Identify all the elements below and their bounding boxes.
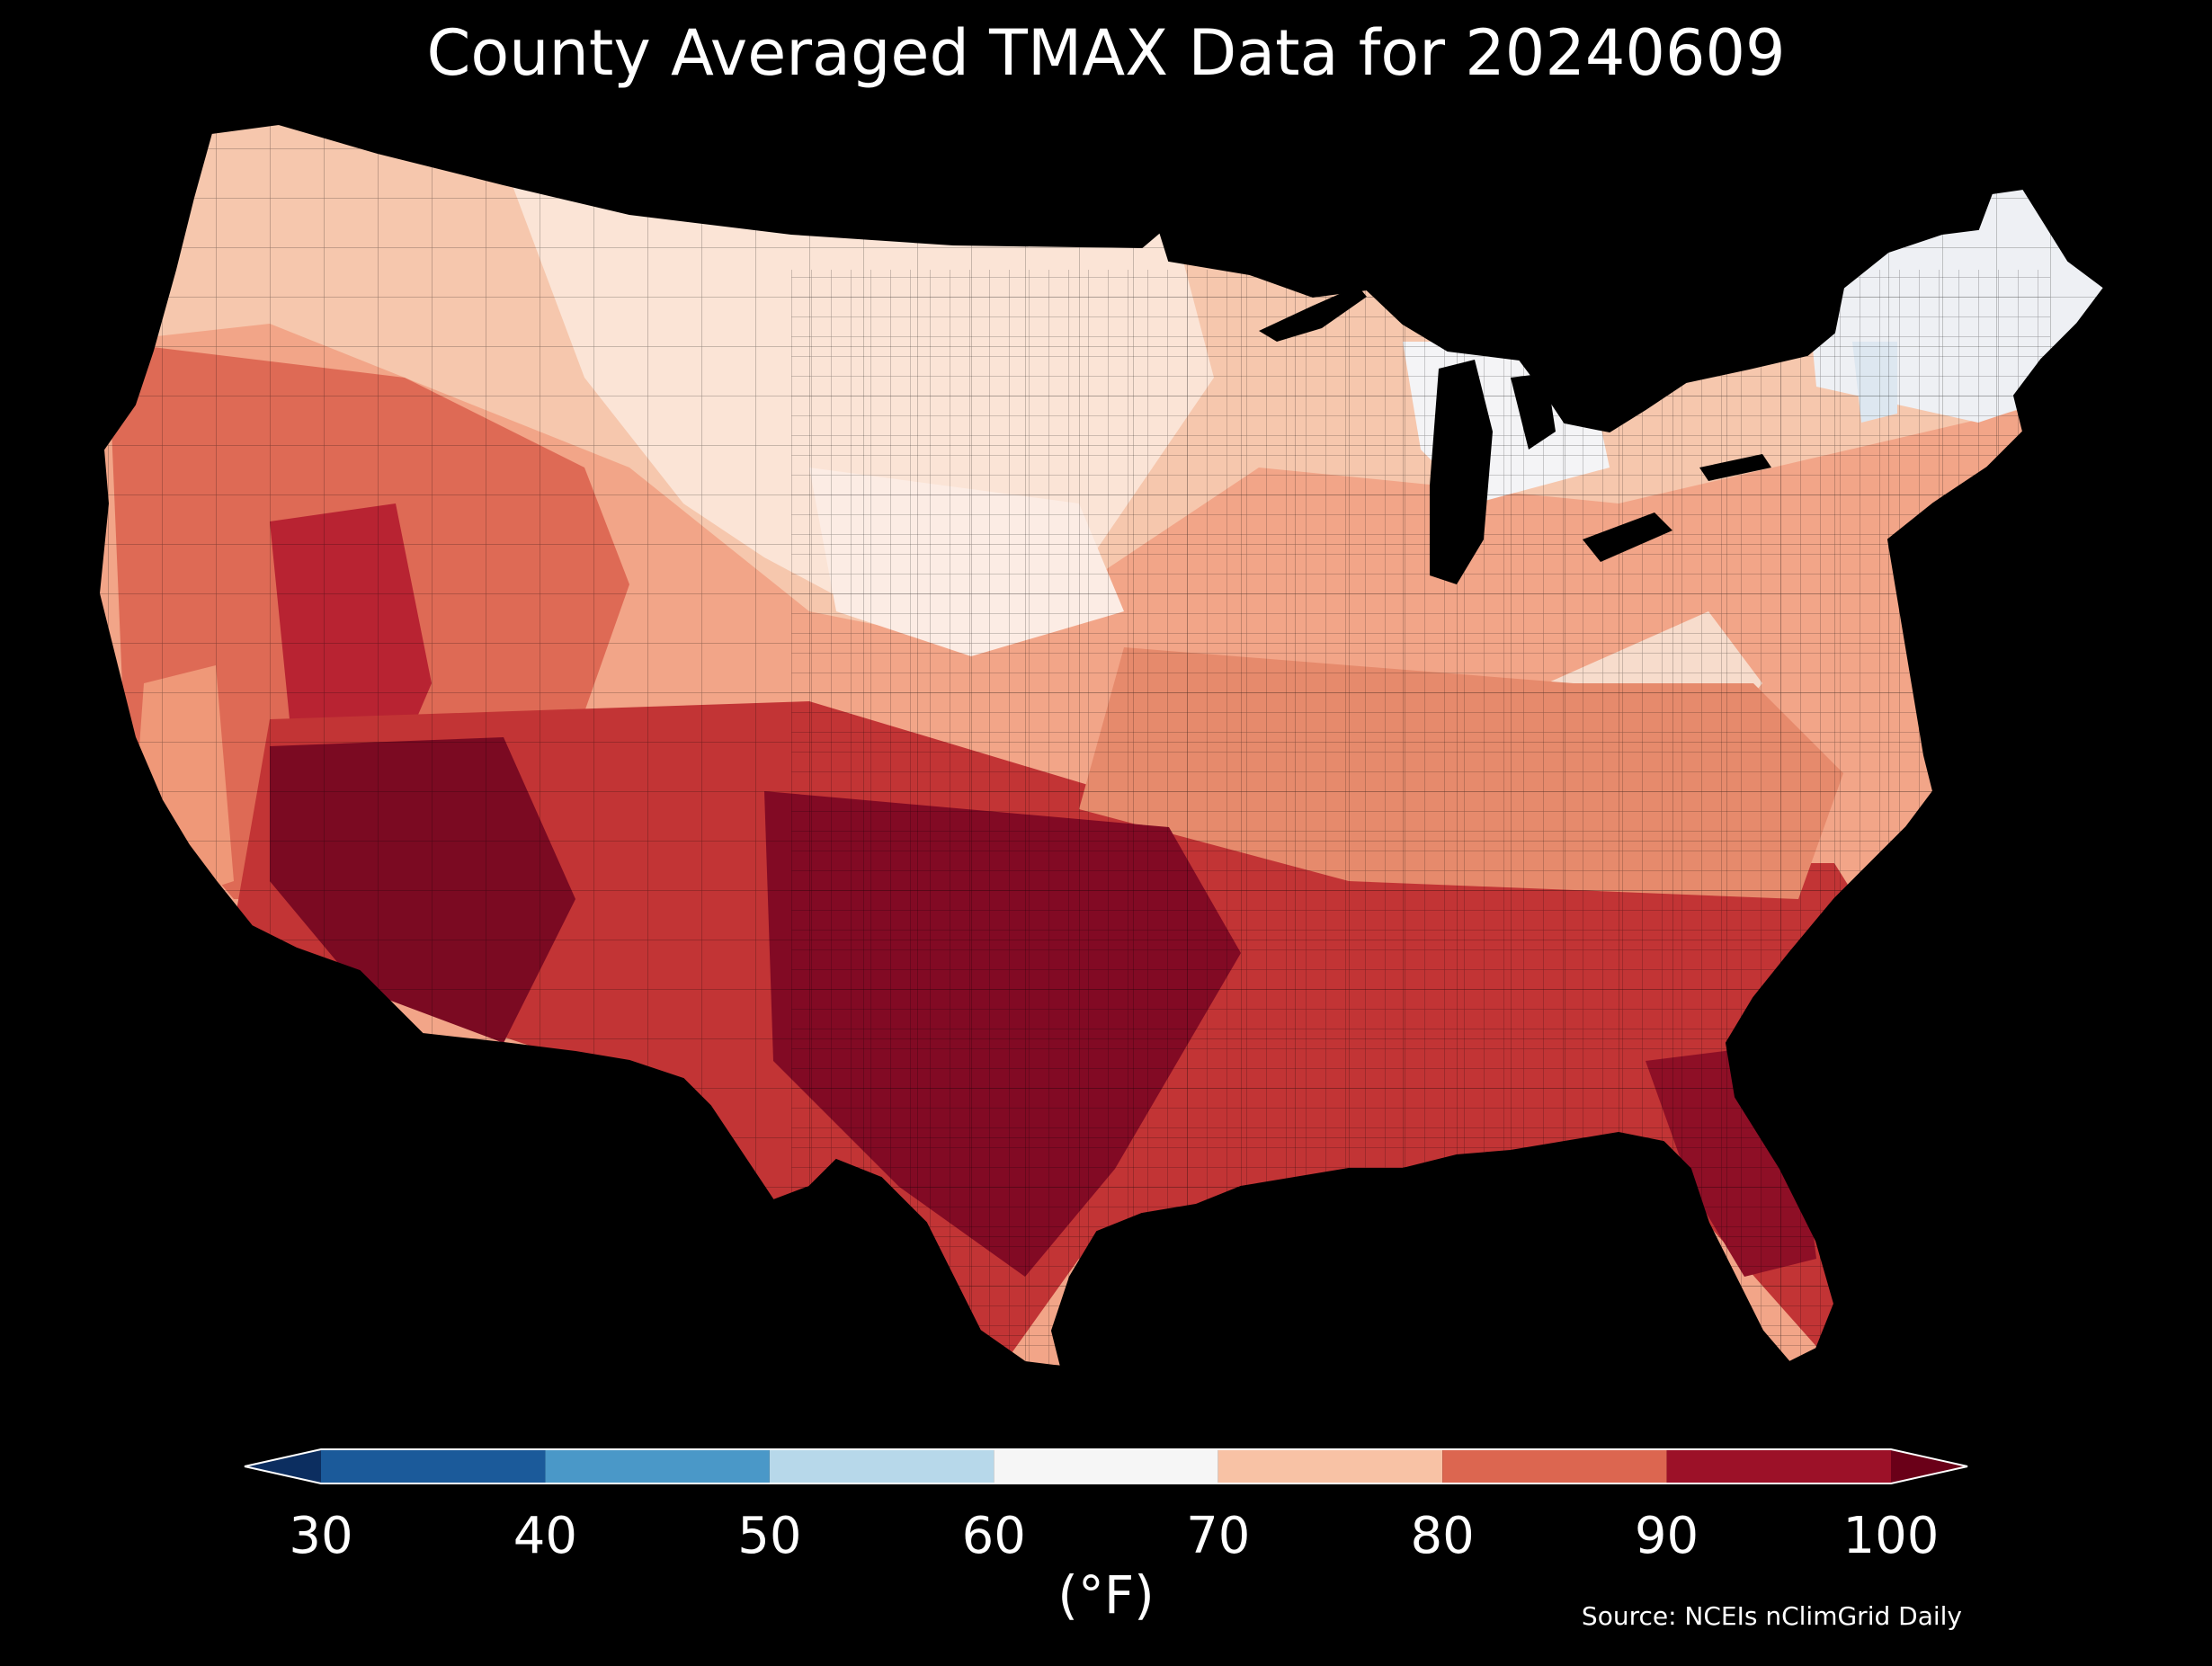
colorbar-bin-3 [994,1449,1218,1483]
colorbar-tick-label: 90 [1634,1507,1699,1565]
lake-michigan [1430,360,1493,584]
colorbar-tick-label: 100 [1842,1507,1940,1565]
lake-ontario [1699,454,1771,481]
colorbar-tick-label: 70 [1186,1507,1251,1565]
colorbar-tick-label: 80 [1410,1507,1475,1565]
lake-erie [1583,512,1672,562]
colorbar-tick-label: 60 [961,1507,1026,1565]
us-outline [97,122,2106,1368]
colorbar-bin-2 [769,1449,995,1483]
colorbar-bin-5 [1442,1449,1667,1483]
colorbar-tick-label: 30 [289,1507,353,1565]
colorbar-bin-4 [1217,1449,1443,1483]
lake-superior [1259,286,1367,342]
source-credit: Source: NCEIs nClimGrid Daily [1581,1601,1962,1631]
colorbar-outline [244,1448,1968,1484]
colorbar-over-arrow [1891,1449,1967,1483]
colorbar-under-arrow [245,1449,321,1483]
colorbar-unit-label: (°F) [1057,1564,1155,1626]
colorbar-tick-label: 40 [513,1507,578,1565]
colorbar-bin-0 [321,1449,546,1483]
map-title: County Averaged TMAX Data for 20240609 [426,16,1786,90]
colorbar-bin-1 [545,1449,770,1483]
colorbar-tick-label: 50 [737,1507,802,1565]
colorbar-bin-6 [1666,1449,1891,1483]
